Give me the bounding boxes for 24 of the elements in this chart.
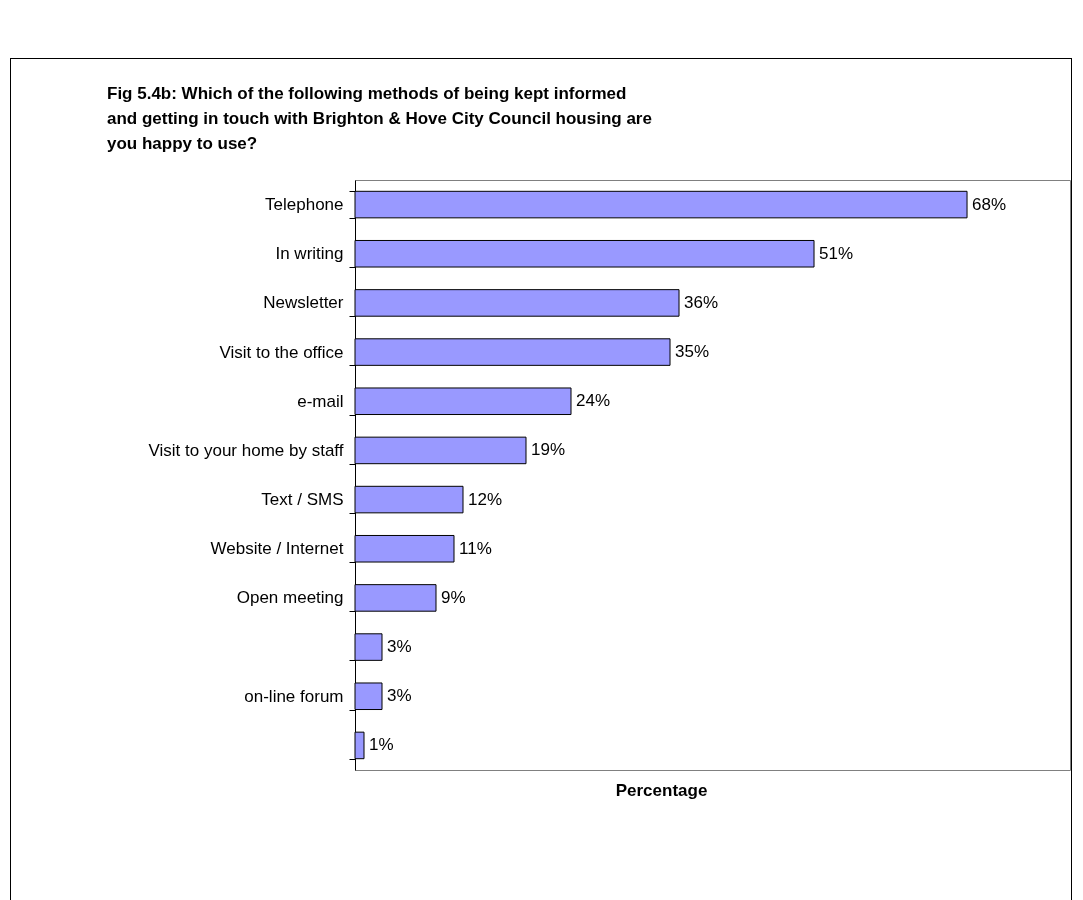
- data-label: 19%: [531, 440, 566, 460]
- y-tick-label: on-line forum: [244, 686, 344, 706]
- data-label: 1%: [369, 735, 394, 755]
- y-tick-label: Open meeting: [236, 588, 344, 608]
- data-label: 51%: [819, 243, 854, 263]
- x-axis-title: Percentage: [615, 780, 708, 800]
- y-tick-label: Telephone: [265, 195, 344, 215]
- y-tick-label: Newsletter: [263, 293, 344, 313]
- y-tick-label: e-mail: [297, 391, 344, 411]
- y-tick-label: Text / SMS: [261, 490, 344, 510]
- chart-title: Fig 5.4b: Which of the following methods of being kept informed and getting in touch with Brighton & Hove City Council housing are you happy to use?: [107, 84, 652, 153]
- y-tick-label: Website / Internet: [210, 539, 344, 559]
- data-label: 12%: [468, 489, 503, 509]
- data-label: 3%: [387, 686, 412, 706]
- data-label: 24%: [576, 391, 611, 411]
- data-label: 3%: [387, 637, 412, 657]
- y-tick-label: Visit to your home by staff: [148, 440, 344, 460]
- y-tick-label: Visit to the office: [219, 342, 344, 362]
- data-label: 35%: [675, 342, 710, 362]
- y-tick-label: In writing: [275, 244, 344, 264]
- data-label: 9%: [441, 587, 466, 607]
- data-label: 11%: [459, 538, 492, 558]
- data-label: 36%: [684, 292, 719, 312]
- data-label: 68%: [972, 194, 1007, 214]
